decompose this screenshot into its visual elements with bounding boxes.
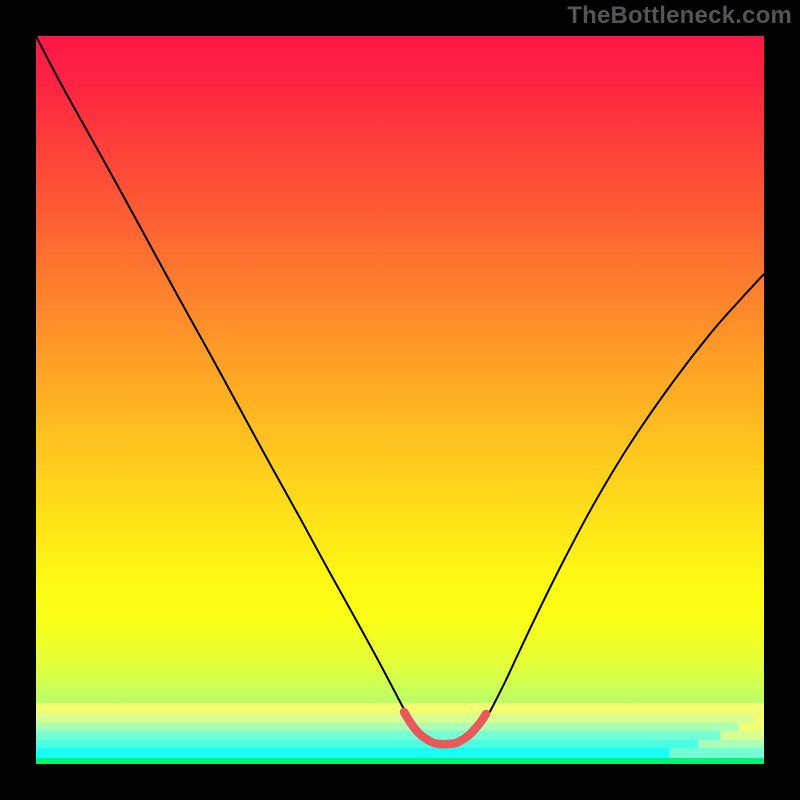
chart-container: TheBottleneck.com [0, 0, 800, 800]
green-floor-strip [36, 758, 764, 764]
watermark-text: TheBottleneck.com [567, 2, 792, 30]
plot-background-gradient [36, 36, 764, 764]
bottleneck-chart [0, 0, 800, 800]
